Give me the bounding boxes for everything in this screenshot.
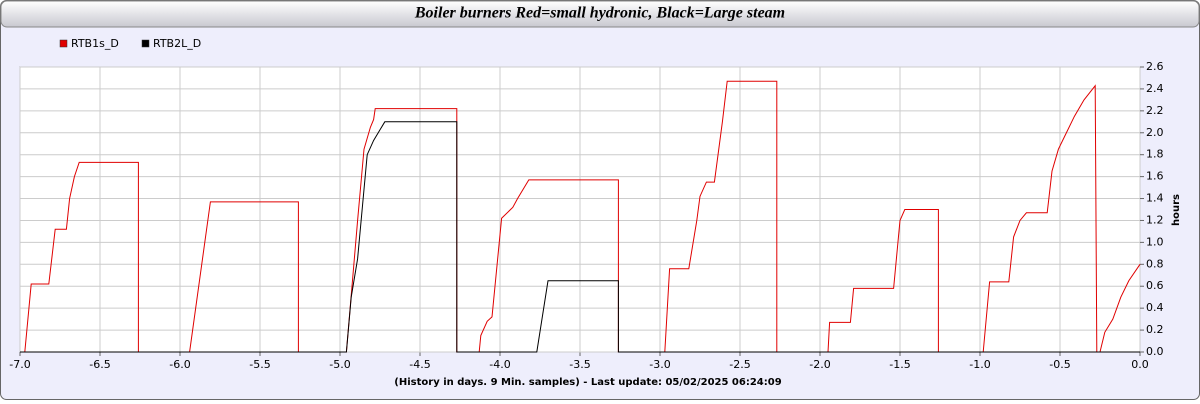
legend-label: RTB1s_D bbox=[71, 37, 119, 50]
x-tick-label: -7.0 bbox=[9, 358, 30, 371]
x-tick-label: -3.0 bbox=[649, 358, 670, 371]
y-tick-label: 1.4 bbox=[1146, 192, 1164, 205]
x-tick-label: -1.0 bbox=[969, 358, 990, 371]
y-tick-label: 1.2 bbox=[1146, 213, 1164, 226]
y-tick-label: 1.0 bbox=[1146, 235, 1164, 248]
x-tick-label: -5.5 bbox=[249, 358, 270, 371]
y-axis-label: hours bbox=[1171, 194, 1182, 226]
legend-swatch bbox=[59, 39, 68, 48]
chart-title: Boiler burners Red=small hydronic, Black… bbox=[414, 5, 785, 22]
y-tick-label: 0.6 bbox=[1146, 279, 1164, 292]
x-tick-label: -6.5 bbox=[89, 358, 110, 371]
x-tick-label: -4.0 bbox=[489, 358, 510, 371]
y-tick-label: 0.4 bbox=[1146, 301, 1164, 314]
y-tick-label: 0.0 bbox=[1146, 345, 1164, 358]
y-tick-label: 2.2 bbox=[1146, 104, 1164, 117]
x-tick-label: -1.5 bbox=[889, 358, 910, 371]
x-axis-label: (History in days. 9 Min. samples) - Last… bbox=[394, 377, 781, 388]
x-tick-label: -4.5 bbox=[409, 358, 430, 371]
x-tick-label: -3.5 bbox=[569, 358, 590, 371]
x-tick-label: -0.5 bbox=[1049, 358, 1070, 371]
y-tick-label: 2.4 bbox=[1146, 82, 1164, 95]
x-tick-label: -5.0 bbox=[329, 358, 350, 371]
y-tick-label: 1.6 bbox=[1146, 170, 1164, 183]
series-line bbox=[20, 121, 1140, 353]
x-tick-label: -2.0 bbox=[809, 358, 830, 371]
y-tick-label: 0.2 bbox=[1146, 323, 1164, 336]
y-tick-label: 0.8 bbox=[1146, 257, 1164, 270]
legend-label: RTB2L_D bbox=[153, 37, 201, 50]
y-tick-label: 2.6 bbox=[1146, 60, 1164, 73]
header bbox=[0, 0, 1200, 28]
x-tick-label: 0.0 bbox=[1131, 358, 1149, 371]
y-tick-label: 2.0 bbox=[1146, 126, 1164, 139]
x-tick-label: -6.0 bbox=[169, 358, 190, 371]
y-tick-label: 1.8 bbox=[1146, 148, 1164, 161]
series-line bbox=[20, 80, 1141, 353]
legend-swatch bbox=[141, 39, 150, 48]
x-tick-label: -2.5 bbox=[729, 358, 750, 371]
